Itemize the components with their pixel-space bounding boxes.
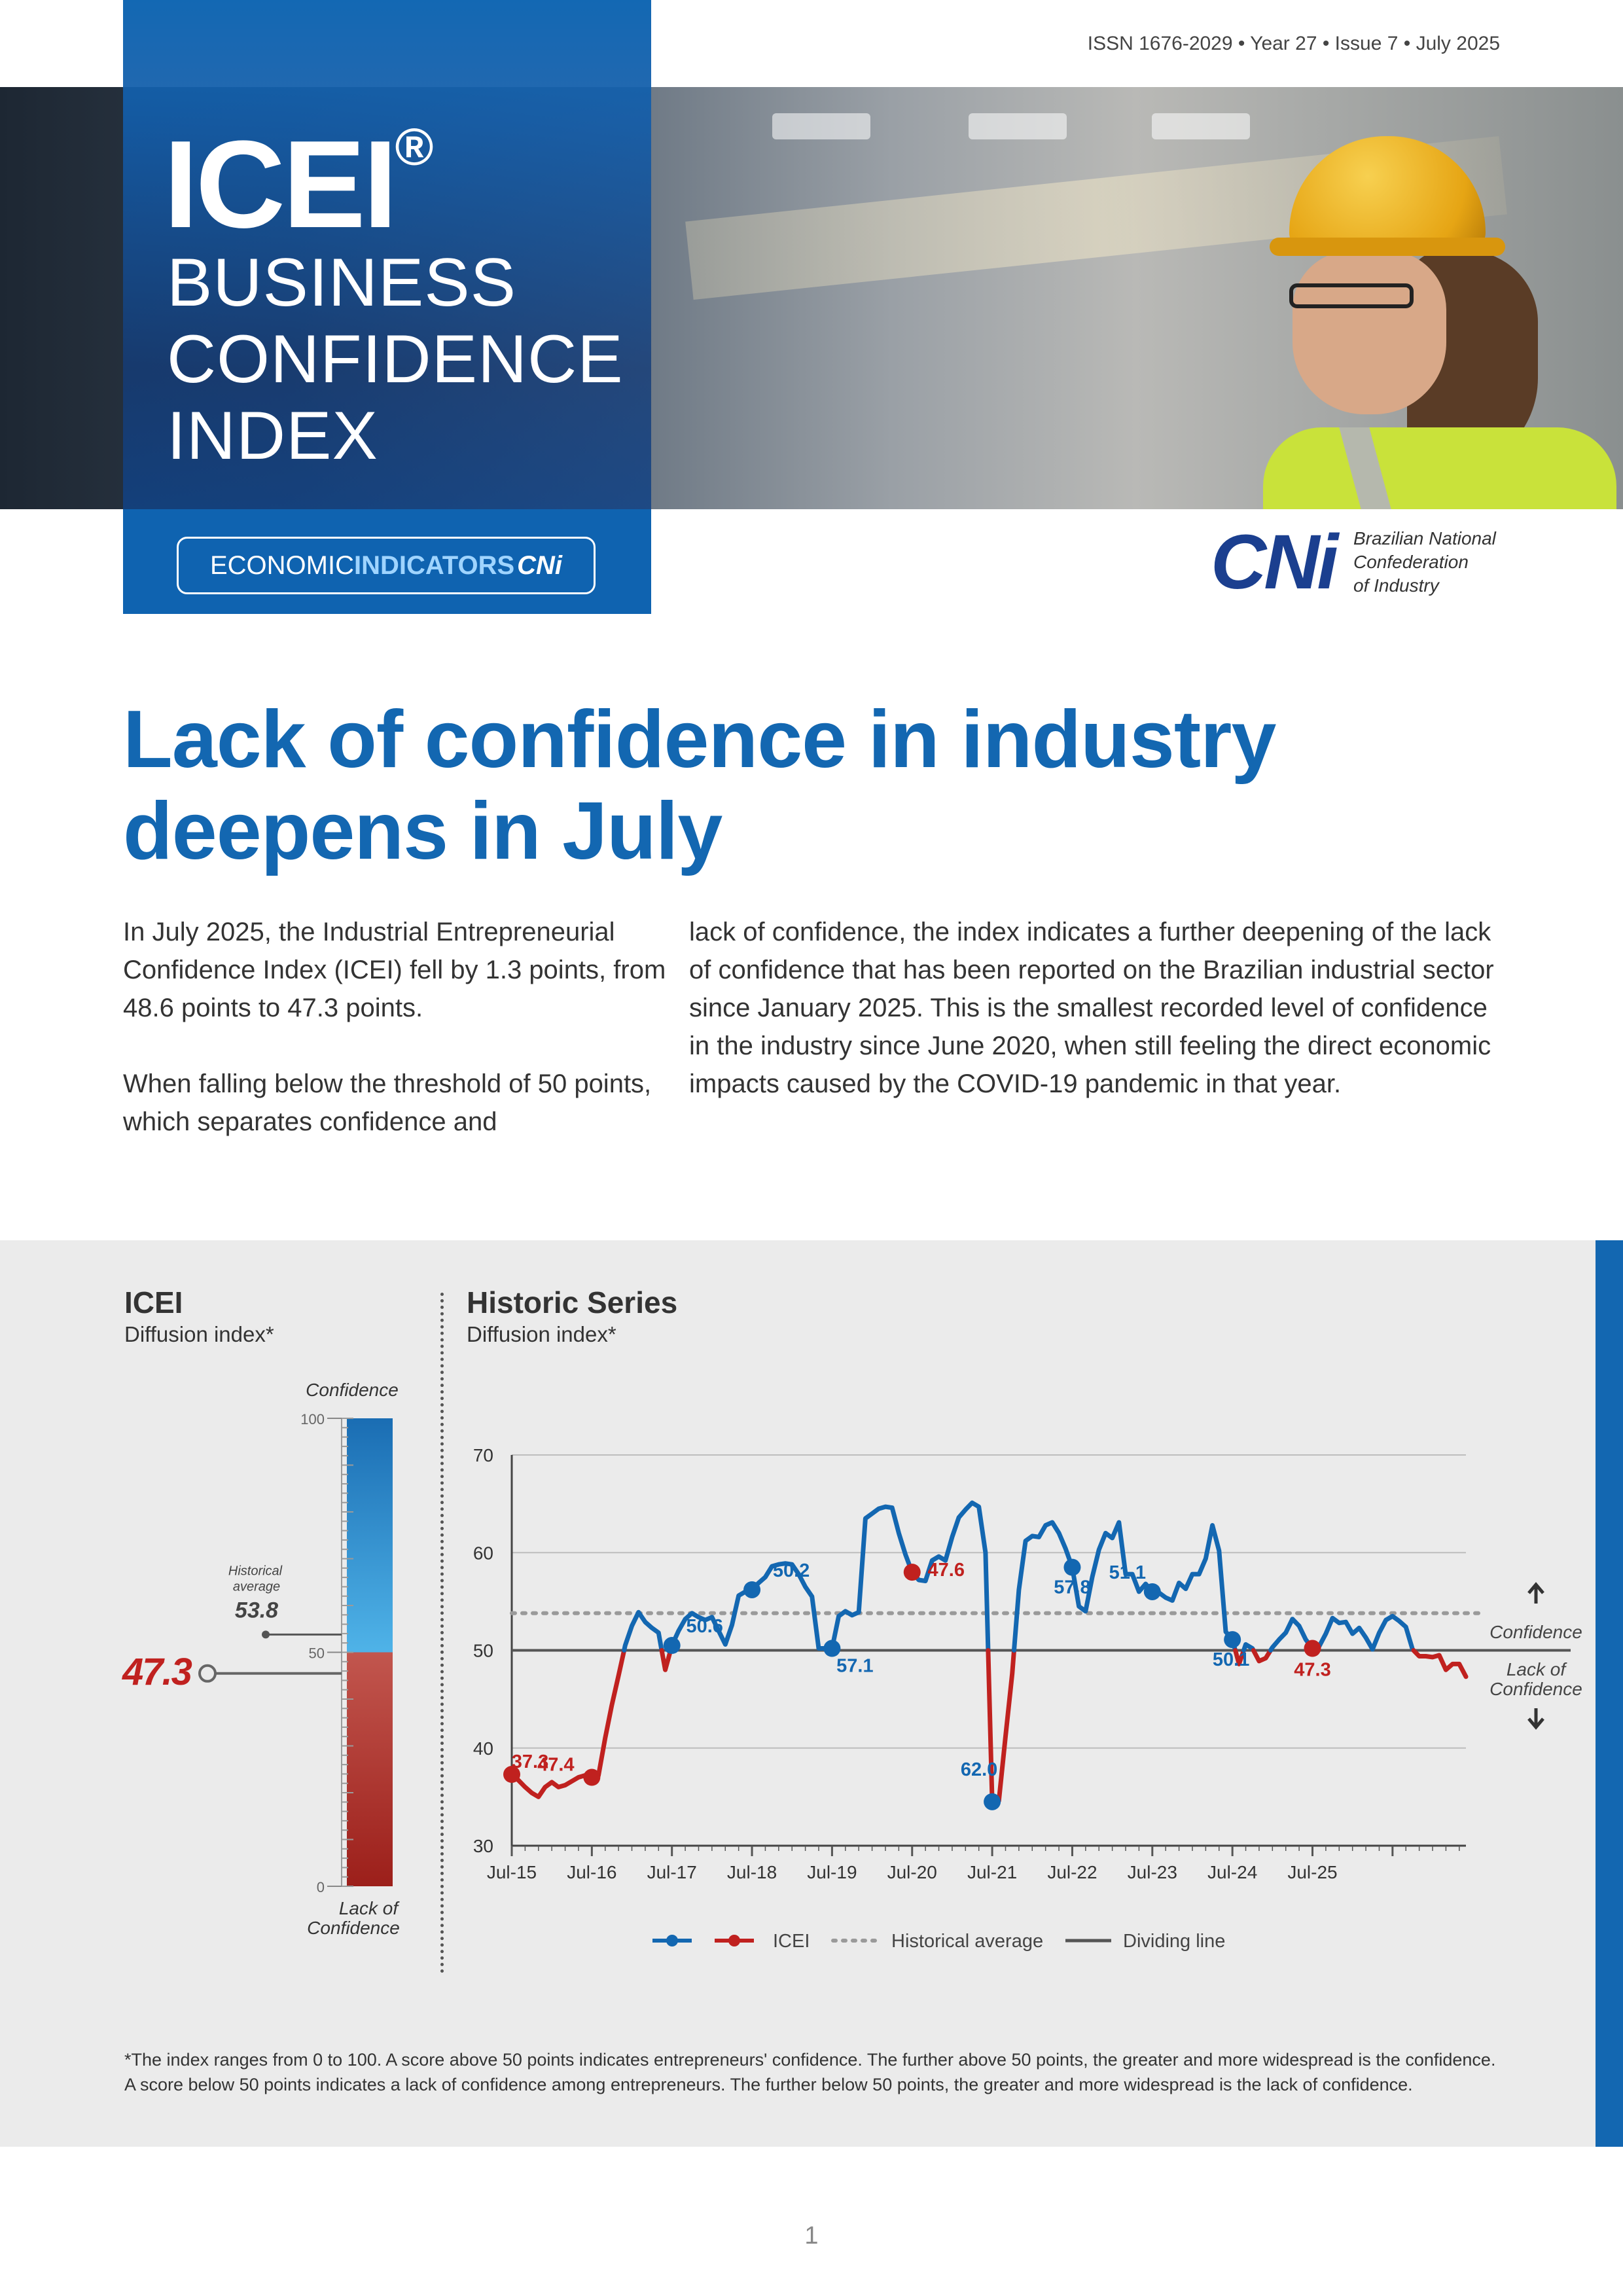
x-tick-label: Jul-22	[1047, 1862, 1097, 1882]
chart-title: Historic Series	[467, 1285, 678, 1319]
gauge-avg-caption-1: Historical	[228, 1564, 283, 1578]
legend-label-icei: ICEI	[773, 1931, 810, 1952]
gauge-lack-band	[347, 1652, 393, 1886]
icei-data-label: 51.1	[1109, 1562, 1146, 1583]
icei-series-red	[1233, 1648, 1246, 1666]
icei-series-blue	[1012, 1520, 1238, 1653]
x-tick-label: Jul-16	[567, 1862, 616, 1882]
icei-marker	[1063, 1558, 1081, 1576]
icei-marker	[984, 1793, 1001, 1810]
side-label-lack-1: Lack of	[1507, 1659, 1567, 1679]
gauge-confidence-band	[347, 1418, 393, 1653]
icei-series-red	[986, 1648, 1016, 1804]
gauge-current-value: 47.3	[122, 1651, 192, 1693]
worker-illustration	[1243, 87, 1623, 509]
brand-subtitle-1: BUSINESS	[167, 245, 516, 321]
x-tick-label: Jul-18	[727, 1862, 777, 1882]
icei-data-label: 47.4	[537, 1755, 574, 1776]
icei-marker	[1304, 1640, 1321, 1657]
y-tick-label: 40	[473, 1738, 493, 1759]
gauge-top-label: Confidence	[306, 1380, 399, 1400]
y-tick-label: 60	[473, 1543, 493, 1563]
arrow-up-icon	[1527, 1582, 1544, 1604]
legend-label-average: Historical average	[891, 1931, 1043, 1952]
icei-series-red	[509, 1648, 627, 1799]
brand-subtitle-3: INDEX	[167, 398, 378, 474]
y-tick-label: 50	[473, 1641, 493, 1661]
icei-series-blue	[1268, 1613, 1416, 1653]
gauge-tick-label: 0	[317, 1879, 325, 1895]
page-number: 1	[804, 2222, 819, 2250]
icei-data-label: 50.1	[1213, 1649, 1249, 1670]
x-tick-label: Jul-15	[487, 1862, 537, 1882]
gauge-avg-value: 53.8	[235, 1598, 278, 1623]
icei-marker	[1143, 1583, 1161, 1600]
icei-series-blue	[622, 1609, 664, 1653]
icei-data-label: 37.3	[512, 1751, 548, 1772]
icei-marker	[663, 1637, 681, 1655]
footnote: *The index ranges from 0 to 100. A score…	[124, 2050, 1496, 2094]
cni-name: Brazilian National Confederation of Indu…	[1353, 528, 1496, 596]
icei-data-label: 47.3	[1294, 1660, 1330, 1681]
gauge-tick-label: 50	[309, 1645, 325, 1662]
icei-data-label: 62.0	[961, 1759, 997, 1780]
legend-label-dividing: Dividing line	[1123, 1931, 1225, 1952]
cni-logo: CNi	[1211, 519, 1338, 605]
chart-panel	[0, 1240, 1623, 2147]
icei-data-label: 57.8	[1054, 1577, 1090, 1598]
icei-marker	[1224, 1631, 1241, 1649]
icei-marker	[583, 1768, 601, 1786]
legend-icei-red-dot	[728, 1935, 740, 1946]
article-column-2: lack of confidence, the index indicates …	[689, 918, 1494, 1098]
economic-indicators-badge: ECONOMIC INDICATORS CNi	[177, 537, 596, 594]
gauge-title: ICEI	[124, 1285, 183, 1319]
icei-series-red	[1251, 1648, 1273, 1664]
icei-marker	[743, 1581, 761, 1598]
x-tick-label: Jul-19	[807, 1862, 857, 1882]
issn-line: ISSN 1676-2029 • Year 27 • Issue 7 • Jul…	[1087, 33, 1500, 54]
panel-divider	[440, 1293, 444, 1973]
panel-accent-bar	[1596, 1240, 1623, 2147]
x-tick-label: Jul-21	[967, 1862, 1017, 1882]
side-label-confidence: Confidence	[1489, 1622, 1582, 1642]
chart-subtitle: Diffusion index*	[467, 1322, 616, 1346]
x-tick-label: Jul-20	[887, 1862, 937, 1882]
gauge-tick-label: 100	[300, 1411, 325, 1427]
gauge-subtitle: Diffusion index*	[124, 1322, 274, 1346]
icei-data-label: 47.6	[928, 1560, 965, 1581]
gauge-avg-caption-2: average	[233, 1579, 280, 1594]
icei-marker	[903, 1564, 921, 1581]
gauge-avg-dot	[262, 1630, 270, 1639]
x-tick-label: Jul-25	[1287, 1862, 1337, 1882]
brand-subtitle-2: CONFIDENCE	[167, 321, 624, 397]
icei-marker	[503, 1766, 520, 1784]
side-label-lack-2: Confidence	[1489, 1679, 1582, 1699]
icei-series-red	[659, 1648, 673, 1672]
historic-series-chart: 30 40 50 60 70 Jul-15 Jul-16 Jul-17 Jul-18 Jul-19…	[473, 1445, 1582, 1952]
icei-data-label: 50.6	[686, 1616, 722, 1637]
brand-title: ICEI®	[164, 115, 433, 254]
arrow-down-icon	[1527, 1708, 1544, 1730]
x-tick-label: Jul-24	[1207, 1862, 1257, 1882]
article-column-1: In July 2025, the Industrial Entrepreneu…	[123, 918, 666, 1136]
article-title: Lack of confidence in industry deepens i…	[123, 694, 1276, 876]
icei-data-label: 57.1	[836, 1656, 873, 1677]
legend-icei-blue-dot	[666, 1935, 678, 1946]
gauge-bottom-label-1: Lack of	[339, 1898, 400, 1918]
icei-marker	[823, 1640, 841, 1657]
icei-series-red	[1411, 1648, 1469, 1679]
icei-data-label: 50.2	[773, 1560, 810, 1581]
brand-box	[123, 0, 651, 614]
x-tick-label: Jul-17	[647, 1862, 697, 1882]
y-tick-label: 30	[473, 1836, 493, 1856]
gauge-bottom-label-2: Confidence	[307, 1918, 400, 1938]
x-tick-label: Jul-23	[1128, 1862, 1177, 1882]
y-tick-label: 70	[473, 1445, 493, 1465]
